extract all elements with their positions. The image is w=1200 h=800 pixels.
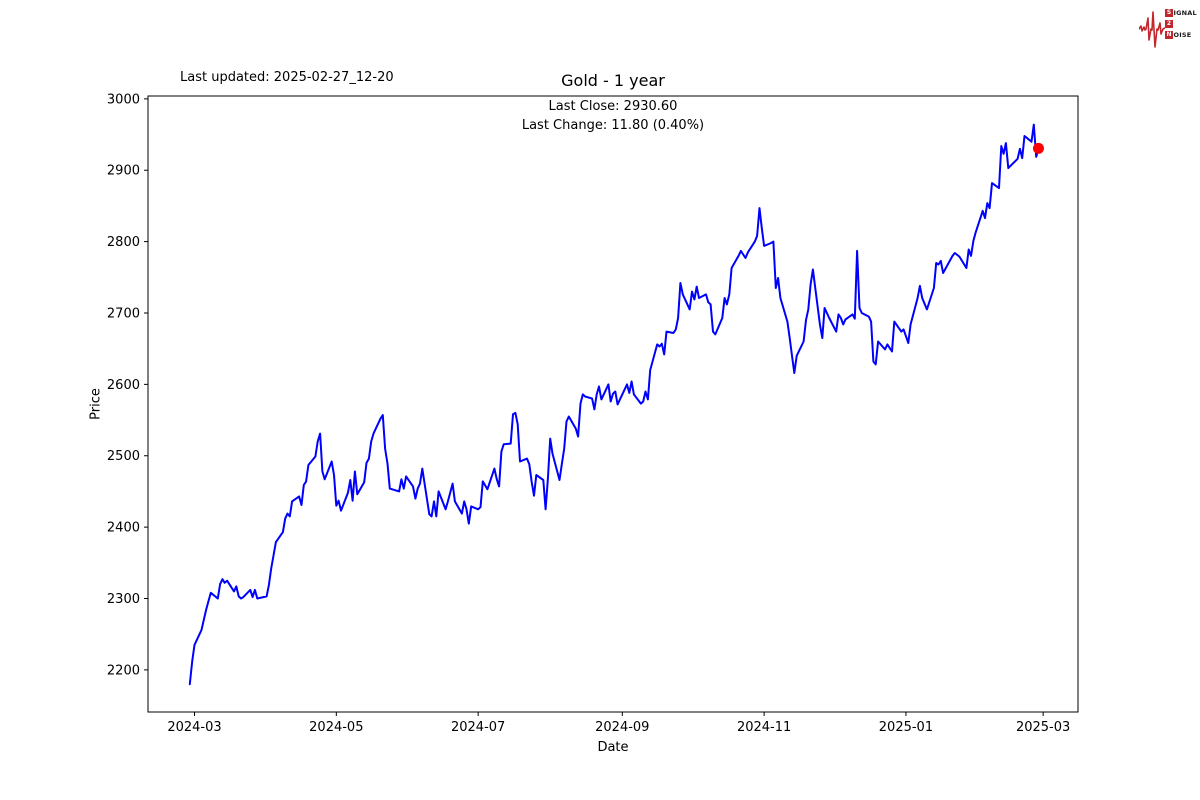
y-tick-label: 2500	[107, 449, 140, 464]
y-tick-label: 2600	[107, 378, 140, 393]
x-tick-label: 2024-03	[167, 720, 221, 735]
x-tick-label: 2024-11	[737, 720, 791, 735]
price-line	[188, 123, 1040, 686]
logo-row-2: 2	[1165, 19, 1197, 29]
annotation-block: Last Close: 2930.60 Last Change: 11.80 (…	[148, 97, 1078, 135]
chart-title: Gold - 1 year	[561, 71, 665, 90]
last-updated-text: Last updated: 2025-02-27_12-20	[180, 70, 394, 85]
logo-row-signal: S IGNAL	[1165, 9, 1197, 17]
y-tick-label: 2300	[107, 592, 140, 607]
x-axis-label: Date	[597, 740, 629, 755]
x-tick-label: 2024-05	[309, 720, 363, 735]
x-tick-label: 2024-09	[595, 720, 649, 735]
logo-text: S IGNAL 2 N OISE	[1165, 8, 1197, 41]
y-tick-label: 2800	[107, 235, 140, 250]
y-tick-label: 2400	[107, 521, 140, 536]
last-price-marker	[1032, 142, 1044, 154]
x-tick-label: 2025-01	[879, 720, 933, 735]
y-tick-label: 2900	[107, 164, 140, 179]
last-close-annotation: Last Close: 2930.60	[548, 99, 678, 114]
y-tick-label: 2200	[107, 663, 140, 678]
heartbeat-waveform-icon	[1139, 11, 1165, 48]
logo-badge-s: S	[1165, 9, 1173, 17]
logo-badge-n: N	[1165, 31, 1173, 39]
axes-spines	[147, 95, 1079, 713]
logo-row-noise: N OISE	[1165, 31, 1192, 39]
x-tick-label: 2025-03	[1016, 720, 1070, 735]
last-change-annotation: Last Change: 11.80 (0.40%)	[521, 118, 705, 133]
y-tick-label: 3000	[107, 92, 140, 107]
logo-badge-2: 2	[1165, 20, 1173, 28]
y-tick-label: 2700	[107, 306, 140, 321]
signal2noise-logo: S IGNAL 2 N OISE	[1139, 5, 1197, 51]
x-tick-label: 2024-07	[451, 720, 505, 735]
